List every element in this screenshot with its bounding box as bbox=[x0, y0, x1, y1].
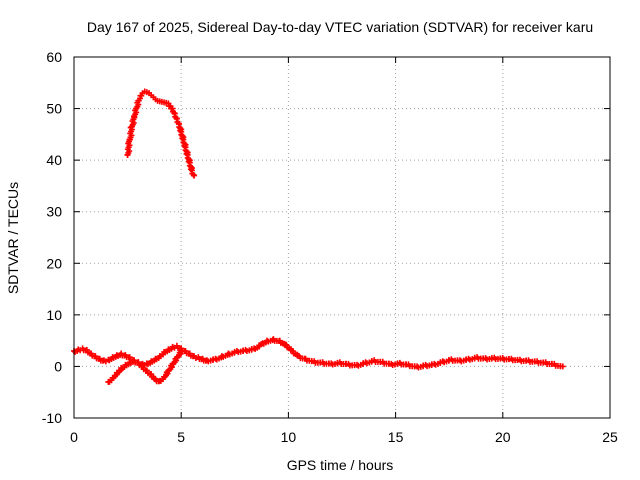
y-axis-label: SDTVAR / TECUs bbox=[5, 182, 21, 294]
data-point bbox=[183, 150, 190, 157]
x-tick-label: 25 bbox=[602, 429, 618, 445]
data-point bbox=[179, 135, 186, 142]
data-point bbox=[177, 127, 184, 134]
chart-title: Day 167 of 2025, Sidereal Day-to-day VTE… bbox=[87, 19, 593, 35]
x-tick-label: 10 bbox=[281, 429, 297, 445]
data-point bbox=[559, 363, 566, 370]
ticks: 0 5 10 15 20 25 -10 0 10 20 30 40 50 60 bbox=[42, 49, 618, 445]
x-tick-label: 0 bbox=[70, 429, 78, 445]
y-tick-label: -10 bbox=[42, 410, 62, 426]
y-tick-label: 10 bbox=[46, 307, 62, 323]
x-tick-label: 15 bbox=[388, 429, 404, 445]
x-tick-label: 5 bbox=[177, 429, 185, 445]
y-tick-label: 30 bbox=[46, 204, 62, 220]
y-tick-label: 50 bbox=[46, 101, 62, 117]
data-series bbox=[71, 88, 566, 385]
data-point bbox=[181, 143, 188, 150]
x-tick-label: 20 bbox=[495, 429, 511, 445]
y-tick-label: 60 bbox=[46, 49, 62, 65]
x-axis-label: GPS time / hours bbox=[287, 457, 394, 473]
data-point bbox=[185, 158, 192, 165]
y-tick-label: 40 bbox=[46, 152, 62, 168]
data-point bbox=[191, 172, 198, 179]
y-tick-label: 0 bbox=[54, 358, 62, 374]
y-tick-label: 20 bbox=[46, 255, 62, 271]
data-point bbox=[178, 347, 185, 354]
plot-border bbox=[73, 56, 611, 419]
data-point bbox=[187, 166, 194, 173]
